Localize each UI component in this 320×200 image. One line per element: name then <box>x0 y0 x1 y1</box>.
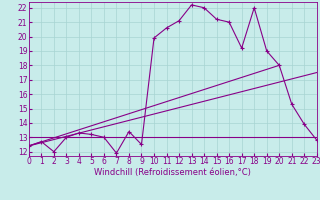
X-axis label: Windchill (Refroidissement éolien,°C): Windchill (Refroidissement éolien,°C) <box>94 168 251 177</box>
